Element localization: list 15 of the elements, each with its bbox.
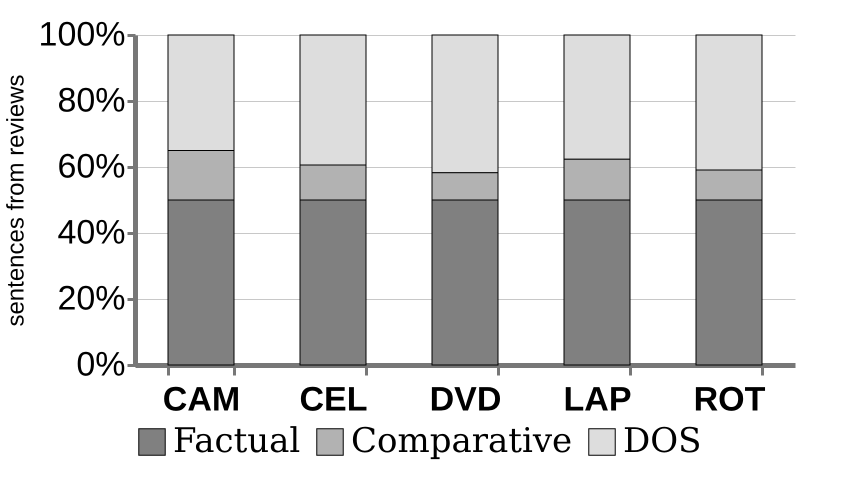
y-tick-label: 0% <box>76 346 126 384</box>
x-tick-label: CEL <box>300 380 368 418</box>
y-tick-label: 60% <box>57 148 126 186</box>
x-tick-label: LAP <box>564 380 632 418</box>
legend-label: Factual <box>173 421 300 461</box>
y-tick-label: 40% <box>57 214 126 252</box>
x-tick-label: ROT <box>694 380 766 418</box>
y-tick-label: 80% <box>57 82 126 120</box>
legend-label: Comparative <box>351 421 572 461</box>
y-tick-label: 100% <box>38 16 126 54</box>
x-tick-label: DVD <box>430 380 502 418</box>
y-axis-title: sentences from reviews <box>2 74 30 327</box>
y-tick-label: 20% <box>57 280 126 318</box>
legend-label: DOS <box>623 421 702 461</box>
x-tick-label: CAM <box>162 380 240 418</box>
